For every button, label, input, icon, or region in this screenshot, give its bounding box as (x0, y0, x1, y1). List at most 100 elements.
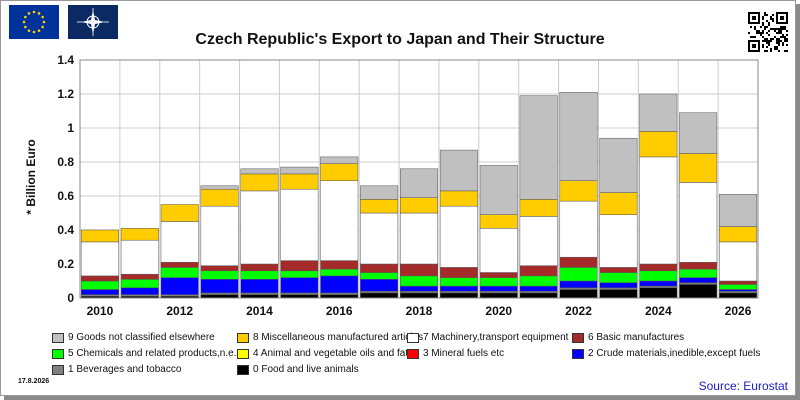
bar-segment-2014-s1 (240, 292, 279, 295)
bar-segment-2023-s0 (599, 289, 638, 299)
bar-segment-2023-s7 (599, 214, 638, 268)
bar-segment-2017-s9 (360, 185, 399, 200)
y-tick-label: 0.8 (57, 155, 74, 169)
legend-swatch (237, 349, 249, 359)
bar-segment-2024-s9 (639, 93, 678, 132)
bar-segment-2014-s8 (240, 173, 279, 192)
bar-segment-2023-s8 (599, 192, 638, 215)
bar-segment-2017-s5 (360, 272, 399, 280)
legend-swatch (52, 349, 64, 359)
legend-swatch (237, 333, 249, 343)
bar-segment-2010-s7 (80, 241, 119, 277)
y-tick-label: 0.4 (57, 223, 74, 237)
bar-segment-2015-s2 (280, 277, 319, 294)
bar-segment-2010-s5 (80, 280, 119, 290)
bar-segment-2013-s9 (200, 185, 239, 190)
bar-segment-2018-s8 (400, 197, 438, 214)
bar-segment-2013-s7 (200, 205, 239, 266)
bar-segment-2025-s7 (679, 182, 718, 263)
y-tick-label: 0.2 (57, 257, 74, 271)
bar-segment-2016-s9 (320, 156, 359, 164)
bar-segment-2013-s8 (200, 188, 239, 207)
bar-segment-2011-s2 (120, 287, 159, 295)
bar-segment-2026-s5 (719, 284, 758, 290)
bar-segment-2017-s7 (360, 212, 399, 265)
bar-segment-2014-s5 (240, 270, 279, 280)
bar-segment-2021-s1 (519, 290, 558, 294)
bar-segment-2022-s7 (559, 200, 598, 258)
bar-segment-2021-s2 (519, 285, 558, 292)
legend-swatch (52, 333, 64, 343)
stacked-bar-chart: 0 0.2 0.4 0.6 0.8 1 1.2 1.4 2010 2012 2014 2016 2018… (57, 53, 759, 318)
legend-swatch (572, 349, 584, 359)
legend-label: 9 Goods not classified elsewhere (68, 332, 215, 343)
legend-label: 4 Animal and vegetable oils and fats (253, 348, 414, 359)
bar-segment-2016-s7 (320, 180, 359, 261)
legend-label: 5 Chemicals and related products,n.e.s. (68, 348, 245, 359)
legend-swatch (237, 365, 249, 375)
bar-segment-2026-s2 (719, 289, 758, 292)
bar-segment-2023-s6 (599, 267, 638, 273)
bar-segment-2018-s5 (400, 275, 438, 287)
bar-segment-2026-s8 (719, 226, 758, 243)
bar-segment-2017-s8 (360, 199, 399, 214)
bar-segment-2012-s2 (160, 277, 199, 295)
legend-swatch (52, 365, 64, 375)
bar-segment-2010-s1 (80, 294, 119, 297)
y-tick-label: 0 (67, 291, 74, 305)
bar-segment-2021-s0 (519, 292, 558, 299)
bar-segment-2023-s1 (599, 287, 638, 290)
bar-segment-2021-s8 (519, 199, 558, 217)
bar-segment-2020-s6 (479, 272, 518, 278)
bar-segment-2016-s6 (320, 260, 359, 270)
legend-swatch (407, 333, 419, 343)
bar-segment-2013-s0 (200, 294, 239, 299)
bar-segment-2019-s7 (439, 205, 478, 268)
x-tick-label: 2020 (485, 304, 512, 318)
bar-segment-2023-s2 (599, 282, 638, 289)
bar-segment-2010-s8 (80, 229, 119, 243)
bar-segment-2019-s8 (439, 190, 478, 207)
date-stamp: 17.8.2026 (18, 378, 50, 385)
bar-segment-2024-s7 (639, 156, 678, 265)
bar-segment-2024-s0 (639, 287, 678, 299)
bar-segment-2022-s9 (559, 92, 598, 181)
bar-segment-2022-s0 (559, 289, 598, 299)
bar-segment-2011-s6 (120, 273, 159, 280)
bar-segment-2013-s1 (200, 292, 239, 295)
bar-segment-2013-s6 (200, 265, 239, 272)
bar-segment-2024-s8 (639, 131, 678, 158)
bar-segment-2018-s2 (400, 285, 438, 292)
bar-segment-2010-s2 (80, 289, 119, 295)
legend-label: 7 Machinery,transport equipment (423, 332, 569, 343)
bar-segment-2014-s6 (240, 263, 279, 272)
bar-segment-2015-s9 (280, 166, 319, 175)
bar-segment-2015-s0 (280, 294, 319, 299)
qr-code-icon (748, 12, 788, 52)
bar-segment-2012-s1 (160, 294, 199, 297)
legend-label: 8 Miscellaneous manufactured articles (253, 332, 424, 343)
source-label: Source: Eurostat (698, 379, 788, 393)
bar-segment-2020-s8 (479, 214, 518, 229)
bar-segment-2022-s8 (559, 180, 598, 202)
bar-segment-2018-s9 (400, 168, 438, 198)
bar-segment-2020-s7 (479, 228, 518, 273)
bar-segment-2024-s1 (639, 285, 678, 289)
bar-segment-2011-s8 (120, 228, 159, 241)
bar-segment-2012-s8 (160, 204, 199, 222)
bar-segment-2017-s6 (360, 263, 399, 273)
legend-label: 2 Crude materials,inedible,except fuels (588, 348, 761, 359)
bar-segment-2020-s0 (479, 292, 518, 299)
bar-segment-2021-s9 (519, 95, 558, 200)
bar-segment-2024-s2 (639, 280, 678, 287)
bar-segment-2018-s6 (400, 263, 438, 277)
bar-segment-2023-s5 (599, 272, 638, 283)
bar-segment-2026-s7 (719, 241, 758, 282)
bar-segment-2019-s9 (439, 149, 478, 192)
bar-segment-2022-s5 (559, 267, 598, 282)
bar-segment-2019-s2 (439, 285, 478, 292)
bar-segment-2014-s7 (240, 190, 279, 265)
bar-segment-2024-s6 (639, 263, 678, 272)
bar-segment-2022-s1 (559, 287, 598, 290)
bar-segment-2014-s0 (240, 294, 279, 299)
